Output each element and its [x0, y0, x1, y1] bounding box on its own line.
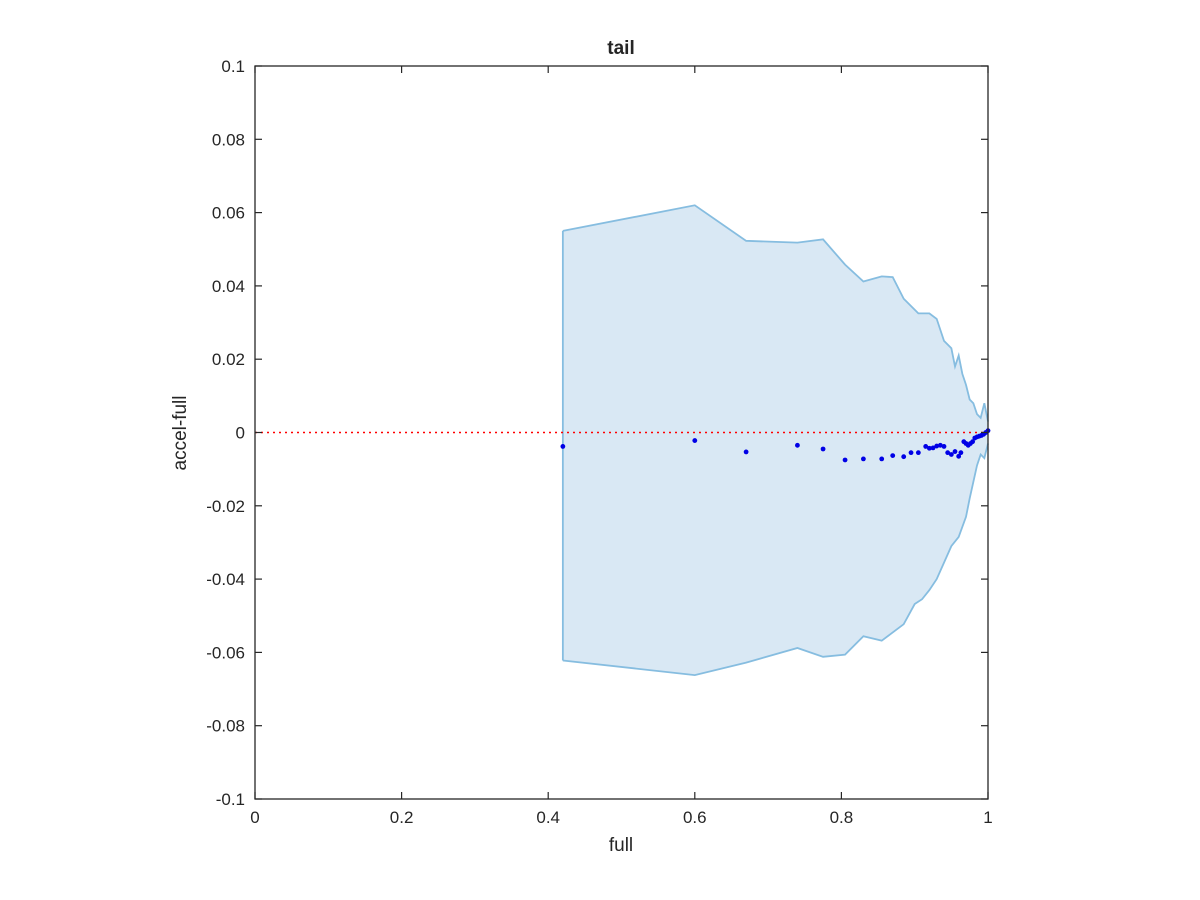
plot-area: 0 0.2 0.4 0.6 0.8 1 -0.1 -0.08 -0.06 -0.04 -0.02 0 0…: [206, 57, 992, 827]
data-point: [956, 453, 962, 459]
data-point: [560, 444, 566, 449]
x-tick-label: 1: [983, 808, 992, 827]
band-lower-edge: [562, 443, 989, 677]
data-point: [879, 456, 885, 462]
data-point: [970, 439, 976, 445]
y-tick-label: -0.06: [206, 643, 245, 662]
y-tick-label: 0.02: [212, 350, 245, 369]
data-point: [820, 446, 826, 452]
x-tick-label: 0: [250, 808, 259, 827]
chart-title: tail: [607, 38, 634, 59]
confidence-band-fill: [562, 205, 988, 676]
data-point: [901, 454, 907, 460]
data-point: [860, 456, 866, 462]
data-point: [945, 450, 951, 456]
y-tick-label: -0.08: [206, 717, 245, 736]
y-tick-label: -0.02: [206, 497, 245, 516]
y-tick-label: 0.06: [212, 204, 245, 223]
data-point: [692, 438, 698, 443]
data-point: [934, 443, 940, 449]
data-point: [923, 444, 929, 449]
y-tick-label: 0: [236, 424, 245, 443]
x-tick-label: 0.2: [390, 808, 414, 827]
x-tick-label: 0.8: [830, 808, 854, 827]
data-point: [890, 453, 896, 458]
y-tick-label: 0.04: [212, 277, 245, 296]
y-tick-label: -0.04: [206, 570, 245, 589]
data-point: [952, 449, 958, 454]
data-point: [842, 457, 848, 463]
y-axis-label: accel-full: [170, 396, 191, 471]
data-point: [743, 449, 749, 455]
x-tick-label: 0.6: [683, 808, 707, 827]
data-point: [915, 450, 921, 456]
data-point: [930, 445, 936, 451]
y-tick-label: 0.08: [212, 130, 245, 149]
data-point: [948, 452, 954, 457]
data-point: [926, 445, 932, 451]
x-tick-label: 0.4: [536, 808, 560, 827]
data-point: [795, 442, 800, 448]
band-upper-edge: [562, 204, 989, 422]
y-tick-label: -0.1: [216, 790, 245, 809]
data-point: [958, 450, 964, 456]
x-axis-label: full: [609, 835, 633, 856]
data-point: [908, 450, 914, 456]
y-tick-label: 0.1: [221, 57, 245, 76]
data-point: [937, 442, 943, 448]
data-point: [941, 444, 947, 449]
